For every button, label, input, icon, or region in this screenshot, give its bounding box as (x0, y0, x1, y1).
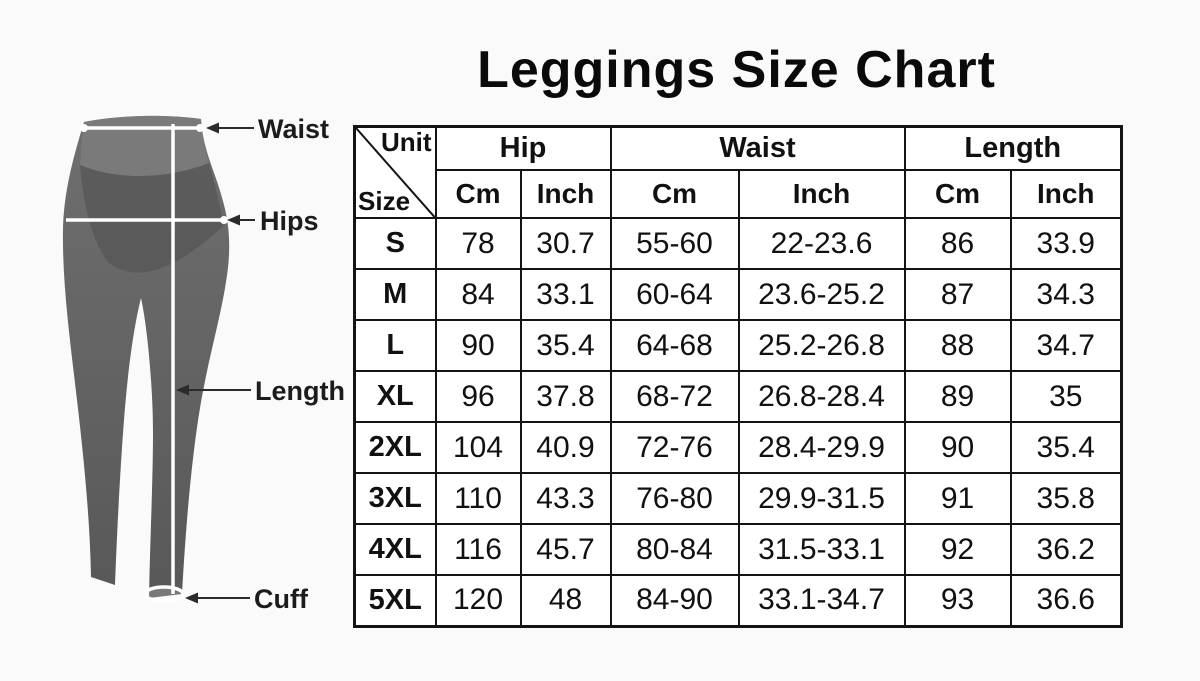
hip-cm-value: 90 (434, 319, 522, 372)
length-cm-value: 87 (903, 268, 1012, 321)
hip-cm-value: 78 (434, 217, 522, 270)
hip-inch-value: 40.9 (519, 421, 612, 474)
table-row: 5XL 120 48 84-90 33.1-34.7 93 36.6 (353, 574, 1123, 627)
waist-inch-value: 23.6-25.2 (737, 268, 906, 321)
waist-inch-value: 28.4-29.9 (737, 421, 906, 474)
table-row: S 78 30.7 55-60 22-23.6 86 33.9 (353, 217, 1123, 270)
hip-cm-value: 110 (434, 472, 522, 525)
length-cm-value: 89 (903, 370, 1012, 423)
length-cm-value: 90 (903, 421, 1012, 474)
length-inch-value: 33.9 (1009, 217, 1123, 270)
header-hip-inch: Inch (519, 169, 612, 219)
size-value: XL (353, 370, 437, 423)
diagonal-divider (356, 128, 435, 217)
annotations (176, 122, 255, 604)
waist-inch-value: 31.5-33.1 (737, 523, 906, 576)
length-cm-value: 86 (903, 217, 1012, 270)
header-length: Length (903, 125, 1123, 171)
hip-shading (80, 163, 223, 273)
page-title: Leggings Size Chart (477, 41, 996, 99)
size-value: 5XL (353, 574, 437, 627)
header-hip: Hip (434, 125, 612, 171)
waist-inch-value: 29.9-31.5 (737, 472, 906, 525)
hip-inch-value: 33.1 (519, 268, 612, 321)
hip-cm-value: 104 (434, 421, 522, 474)
length-inch-value: 36.6 (1009, 574, 1123, 627)
header-waist-cm: Cm (609, 169, 740, 219)
table-row: M 84 33.1 60-64 23.6-25.2 87 34.3 (353, 268, 1123, 321)
header-length-cm: Cm (903, 169, 1012, 219)
corner-unit-label: Unit (380, 127, 432, 157)
waist-label: Waist (258, 114, 329, 144)
hip-cm-value: 120 (434, 574, 522, 627)
waist-cm-value: 76-80 (609, 472, 740, 525)
header-hip-cm: Cm (434, 169, 522, 219)
waist-cm-value: 68-72 (609, 370, 740, 423)
length-cm-value: 88 (903, 319, 1012, 372)
waistband-panel (80, 115, 209, 177)
cuff-label: Cuff (254, 584, 309, 614)
hip-inch-value: 30.7 (519, 217, 612, 270)
measure-lines (66, 124, 228, 603)
waist-cm-value: 72-76 (609, 421, 740, 474)
table-row: L 90 35.4 64-68 25.2-26.8 88 34.7 (353, 319, 1123, 372)
corner-unit-size-cell: Unit Size (353, 125, 437, 219)
hip-inch-value: 43.3 (519, 472, 612, 525)
title-container: Leggings Size Chart (353, 40, 1120, 100)
length-inch-value: 34.7 (1009, 319, 1123, 372)
length-inch-value: 35.8 (1009, 472, 1123, 525)
length-inch-value: 36.2 (1009, 523, 1123, 576)
hips-label: Hips (260, 206, 319, 236)
table-row: XL 96 37.8 68-72 26.8-28.4 89 35 (353, 370, 1123, 423)
waist-cm-value: 80-84 (609, 523, 740, 576)
waist-inch-value: 33.1-34.7 (737, 574, 906, 627)
leggings-silhouette (62, 115, 230, 598)
waist-cm-value: 60-64 (609, 268, 740, 321)
size-value: M (353, 268, 437, 321)
leggings-diagram: Waist Hips Length Cuff (62, 114, 345, 614)
hip-inch-value: 45.7 (519, 523, 612, 576)
length-inch-value: 35 (1009, 370, 1123, 423)
waist-inch-value: 26.8-28.4 (737, 370, 906, 423)
size-value: 2XL (353, 421, 437, 474)
length-cm-value: 93 (903, 574, 1012, 627)
hip-cm-value: 96 (434, 370, 522, 423)
waist-cm-value: 64-68 (609, 319, 740, 372)
table-row: 3XL 110 43.3 76-80 29.9-31.5 91 35.8 (353, 472, 1123, 525)
size-value: S (353, 217, 437, 270)
waist-inch-value: 22-23.6 (737, 217, 906, 270)
size-value: 3XL (353, 472, 437, 525)
hip-inch-value: 48 (519, 574, 612, 627)
corner-size-label: Size (358, 186, 411, 216)
size-table: Unit Size Hip Waist Length Cm Inch Cm In… (353, 125, 1123, 628)
length-cm-value: 92 (903, 523, 1012, 576)
size-value: 4XL (353, 523, 437, 576)
length-inch-value: 34.3 (1009, 268, 1123, 321)
cuff-ellipse (143, 585, 185, 603)
length-label: Length (255, 376, 345, 406)
waist-inch-value: 25.2-26.8 (737, 319, 906, 372)
hip-inch-value: 35.4 (519, 319, 612, 372)
table-row: 2XL 104 40.9 72-76 28.4-29.9 90 35.4 (353, 421, 1123, 474)
hip-inch-value: 37.8 (519, 370, 612, 423)
table-row: 4XL 116 45.7 80-84 31.5-33.1 92 36.2 (353, 523, 1123, 576)
header-waist: Waist (609, 125, 906, 171)
header-length-inch: Inch (1009, 169, 1123, 219)
waist-cm-value: 84-90 (609, 574, 740, 627)
header-waist-inch: Inch (737, 169, 906, 219)
hip-cm-value: 116 (434, 523, 522, 576)
waist-cm-value: 55-60 (609, 217, 740, 270)
hip-cm-value: 84 (434, 268, 522, 321)
length-cm-value: 91 (903, 472, 1012, 525)
length-inch-value: 35.4 (1009, 421, 1123, 474)
size-value: L (353, 319, 437, 372)
